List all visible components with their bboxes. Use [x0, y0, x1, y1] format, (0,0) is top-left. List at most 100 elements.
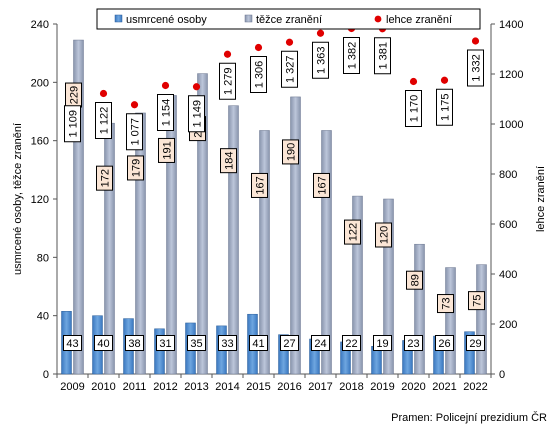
- y-tick-label-left: 240: [31, 19, 49, 31]
- x-tick-label: 2013: [184, 381, 208, 393]
- label-lehce-box: [281, 50, 298, 88]
- label-tezce: 172: [100, 169, 112, 187]
- bar-tezce: [414, 243, 425, 375]
- y-axis-title-right: lehce zranění: [535, 166, 547, 232]
- bar-usmrcene: [464, 331, 475, 375]
- legend-box: [96, 8, 481, 30]
- y-tick-label-left: 160: [31, 136, 49, 148]
- label-lehce-box: [250, 56, 267, 93]
- label-lehce: 1 109: [68, 110, 80, 138]
- bar-tezce: [321, 130, 332, 375]
- label-tezce-box: [437, 294, 454, 314]
- label-tezce: 120: [379, 226, 391, 244]
- label-usmrcene: 29: [469, 338, 481, 350]
- label-usmrcene-box: [342, 335, 361, 351]
- point-lehce: [316, 29, 325, 37]
- label-usmrcene-box: [125, 335, 144, 351]
- label-lehce: 1 122: [99, 107, 111, 135]
- legend: usmrcené osoby těžce zranění lehce zranění: [96, 8, 481, 30]
- x-tick-label: 2011: [123, 381, 147, 393]
- label-tezce-box: [313, 172, 330, 198]
- y-tick-label-right: 1000: [499, 119, 523, 131]
- point-lehce: [99, 89, 108, 98]
- point-lehce: [471, 37, 480, 45]
- label-usmrcene-box: [311, 335, 330, 351]
- label-usmrcene-box: [280, 335, 299, 351]
- x-tick-label: 2016: [277, 381, 301, 393]
- legend-label-tezce: těžce zranění: [256, 14, 322, 26]
- label-lehce-box: [219, 62, 236, 100]
- y-axis-title-left: usmrcené osoby, těžce zranění: [12, 123, 24, 275]
- y-tick-label-left: 80: [37, 252, 49, 264]
- point-lehce: [285, 38, 294, 46]
- label-lehce: 1 170: [409, 95, 421, 123]
- label-usmrcene: 22: [345, 338, 357, 350]
- label-lehce-box: [436, 88, 453, 126]
- label-usmrcene: 33: [221, 338, 233, 350]
- label-usmrcene-box: [404, 335, 423, 351]
- label-lehce-box: [95, 102, 112, 139]
- y-tick-label-right: 400: [499, 269, 517, 281]
- y-tick-label-right: 1200: [499, 69, 523, 81]
- x-tick-label: 2019: [370, 381, 394, 393]
- label-lehce: 1 149: [192, 100, 204, 128]
- point-lehce: [161, 81, 170, 90]
- bar-usmrcene: [278, 334, 289, 375]
- label-lehce: 1 175: [440, 93, 452, 121]
- label-lehce-box: [64, 105, 81, 143]
- bar-tezce: [290, 96, 301, 375]
- bar-tezce: [445, 267, 456, 375]
- label-tezce-box: [375, 222, 392, 248]
- label-lehce: 1 154: [161, 99, 173, 127]
- axes-layer: 0 40 80 120 160 200 240 0 200 400 600 800 1000 1200 14…: [12, 19, 547, 393]
- label-usmrcene: 19: [376, 338, 388, 350]
- label-tezce-box: [220, 148, 237, 174]
- label-usmrcene-box: [466, 335, 485, 351]
- point-lehce: [223, 50, 232, 58]
- label-usmrcene: 23: [407, 338, 419, 350]
- label-lehce-box: [374, 37, 391, 75]
- label-tezce: 229: [69, 86, 81, 104]
- label-lehce-box: [188, 95, 205, 133]
- bar-tezce: [352, 195, 363, 375]
- label-usmrcene-box: [63, 335, 82, 351]
- point-lehce: [440, 76, 449, 84]
- labels-layer: 43 229 1 109 40 172 1 122 38 179 1 077 31 191 1 154…: [63, 37, 485, 351]
- y-tick-label-right: 0: [499, 369, 505, 381]
- label-usmrcene: 38: [128, 338, 140, 350]
- legend-label-usmrcene: usmrcené osoby: [126, 14, 207, 26]
- bar-tezce: [259, 130, 270, 375]
- bar-tezce: [135, 112, 146, 375]
- label-tezce-box: [158, 137, 175, 163]
- label-lehce: 1 381: [378, 42, 390, 70]
- x-tick-label: 2018: [339, 381, 363, 393]
- point-lehce: [192, 83, 201, 91]
- bar-tezce: [228, 105, 239, 375]
- point-lehce: [254, 43, 263, 52]
- y-tick-label-right: 1400: [499, 19, 523, 31]
- label-tezce-box: [96, 165, 113, 191]
- label-usmrcene: 24: [314, 338, 326, 350]
- y-tick-label-left: 120: [31, 194, 49, 206]
- label-tezce: 75: [472, 295, 484, 307]
- x-tick-label: 2015: [246, 381, 270, 393]
- label-tezce-box: [344, 219, 361, 245]
- label-lehce-box: [157, 94, 174, 131]
- label-lehce: 1 327: [285, 55, 297, 83]
- label-tezce: 73: [441, 297, 453, 309]
- label-usmrcene-box: [156, 335, 175, 351]
- label-tezce: 191: [162, 141, 174, 159]
- x-tick-label: 2022: [463, 381, 487, 393]
- label-usmrcene: 40: [97, 338, 109, 350]
- label-usmrcene-box: [218, 335, 237, 351]
- y-tick-label-left: 200: [31, 77, 49, 89]
- label-lehce-box: [343, 37, 360, 74]
- label-tezce-box: [406, 270, 423, 290]
- y-tick-label-right: 600: [499, 219, 517, 231]
- label-tezce: 89: [410, 274, 422, 286]
- label-tezce: 167: [255, 176, 267, 194]
- label-tezce-box: [251, 172, 268, 198]
- x-tick-label: 2021: [432, 381, 456, 393]
- label-usmrcene: 35: [190, 338, 202, 350]
